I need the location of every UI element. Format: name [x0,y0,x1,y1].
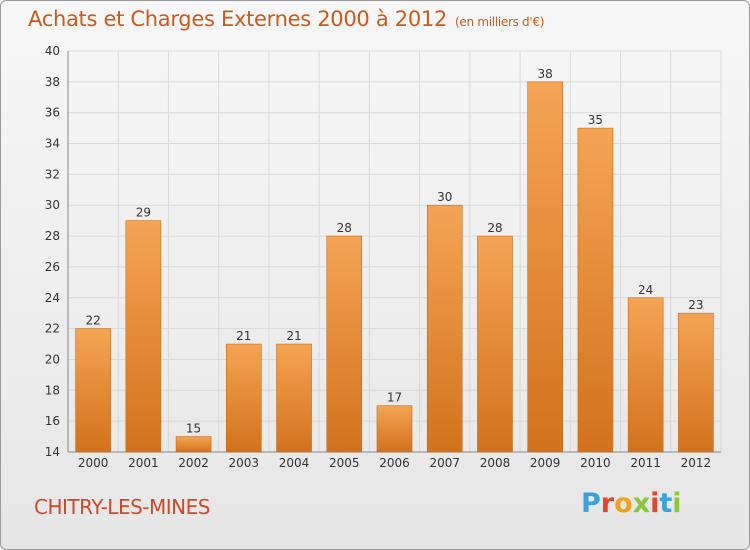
x-tick-label: 2005 [329,456,360,470]
x-tick-label: 2011 [630,456,661,470]
y-tick-label: 24 [45,291,60,305]
data-label: 28 [337,221,352,235]
x-tick-label: 2001 [128,456,159,470]
proxiti-logo: Proxiti [581,488,682,519]
bars [75,81,714,453]
data-label: 15 [186,422,201,436]
logo-letter: P [581,488,601,519]
bar [527,81,563,453]
y-tick-label: 40 [45,44,60,58]
chart-title-text: Achats et Charges Externes 2000 à 2012 [28,7,448,31]
x-tick-label: 2004 [279,456,310,470]
bar [276,343,312,453]
x-tick-label: 2009 [530,456,561,470]
y-tick-label: 18 [45,383,60,397]
bar [627,297,664,453]
data-label: 35 [588,113,603,127]
data-label: 22 [85,314,100,328]
y-tick-label: 26 [45,260,60,274]
x-tick-label: 2000 [78,456,109,470]
y-tick-label: 28 [45,229,60,243]
bar [426,204,463,453]
x-tick-label: 2002 [178,456,209,470]
bar [376,405,413,453]
y-tick-label: 38 [45,75,60,89]
data-label: 21 [236,329,251,343]
x-tick-label: 2008 [480,456,511,470]
logo-letter: i [672,488,682,519]
x-tick-label: 2006 [379,456,410,470]
bar [326,235,363,453]
logo-letter: i [650,488,660,519]
y-tick-label: 22 [45,322,60,336]
data-label: 30 [437,190,452,204]
y-tick-label: 20 [45,352,60,366]
y-tick-label: 30 [45,198,60,212]
bar [577,127,614,453]
y-tick-label: 16 [45,414,60,428]
bar [175,436,212,453]
data-label: 24 [638,283,653,297]
logo-letter: x [632,488,651,519]
bar [477,235,513,453]
data-label: 23 [688,298,703,312]
x-tick-label: 2012 [681,456,712,470]
chart-subtitle: (en milliers d'€) [455,15,545,29]
bar [678,312,714,453]
data-label: 21 [286,329,301,343]
data-labels: 22 29 15 21 21 28 17 30 28 38 35 24 23 [85,67,703,436]
logo-letter: r [600,488,615,519]
bar [226,343,262,453]
bar [125,220,162,453]
y-tick-label: 36 [45,106,60,120]
data-label: 38 [538,67,553,81]
x-tick-label: 2007 [429,456,460,470]
bar [75,328,111,453]
place-name: CHITRY-LES-MINES [34,495,210,519]
y-tick-label: 32 [45,167,60,181]
data-label: 29 [136,206,151,220]
data-label: 28 [487,221,502,235]
logo-letter: t [659,488,673,519]
x-tick-label: 2010 [580,456,611,470]
x-tick-label: 2003 [229,456,260,470]
logo-letter: o [614,488,633,519]
chart-title: Achats et Charges Externes 2000 à 2012 (e… [28,7,544,31]
data-label: 17 [387,391,402,405]
y-tick-label: 14 [45,445,60,459]
y-tick-label: 34 [45,137,60,151]
axes: 14 16 18 20 22 24 26 28 30 32 34 36 38 40 2000 2001 2002… [45,44,721,470]
